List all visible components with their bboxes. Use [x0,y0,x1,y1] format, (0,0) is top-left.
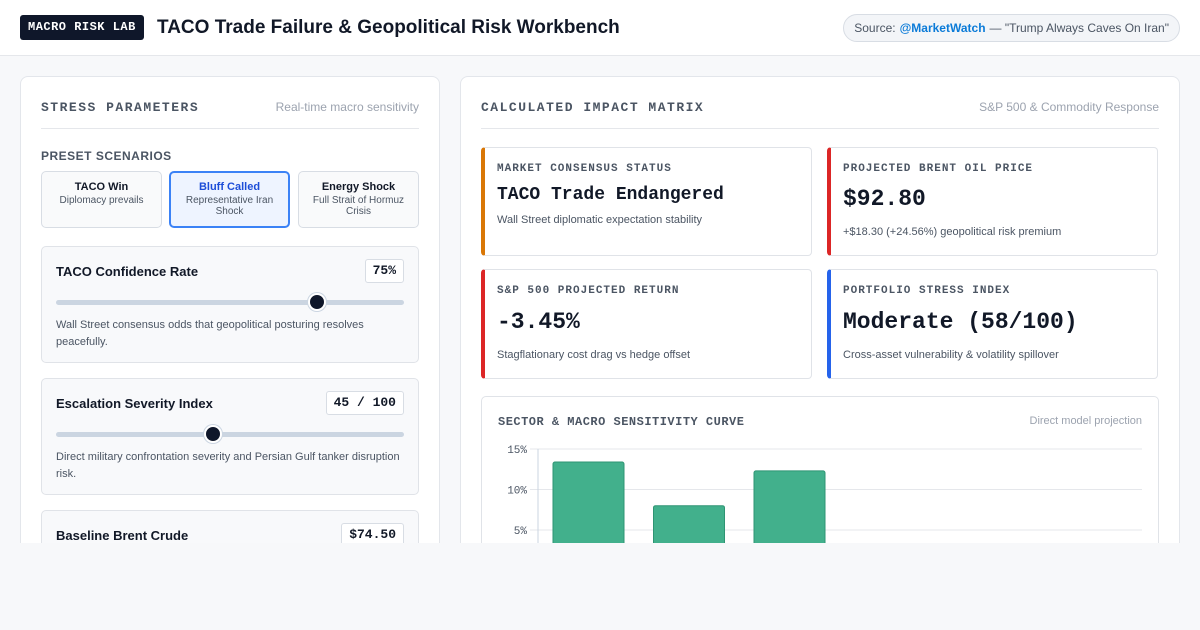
preset-name: Energy Shock [321,181,396,193]
preset-scenario-group: TACO Win Diplomacy prevails Bluff Called… [41,171,419,228]
impact-matrix-panel: CALCULATED IMPACT MATRIX S&P 500 & Commo… [460,76,1180,543]
brent-oil-price-card: PROJECTED BRENT OIL PRICE $92.80 +$18.30… [827,147,1158,256]
content-viewport: STRESS PARAMETERS Real-time macro sensit… [0,56,1200,543]
preset-description: Representative Iran Shock [185,195,274,217]
card-value: $92.80 [843,186,926,212]
card-note: Stagflationary cost drag vs hedge offset [497,349,691,361]
sensitivity-chart: SECTOR & MACRO SENSITIVITY CURVE Direct … [481,396,1159,543]
control-label: TACO Confidence Rate [56,264,199,279]
card-value: TACO Trade Endangered [497,185,724,205]
sensitivity-bar-chart: 15% 10% 5% [507,445,1142,543]
sp500-return-card: S&P 500 PROJECTED RETURN -3.45% Stagflat… [481,269,812,379]
card-label: S&P 500 PROJECTED RETURN [497,285,680,297]
panel-title: STRESS PARAMETERS [41,100,200,115]
y-tick-label: 5% [514,526,528,538]
control-help-text: Direct military confrontation severity a… [56,451,400,480]
card-label: MARKET CONSENSUS STATUS [497,163,672,175]
panel-subtitle: Real-time macro sensitivity [275,100,419,114]
y-tick-label: 15% [507,445,527,457]
source-badge: Source: @MarketWatch — "Trump Always Caves… [843,14,1180,42]
brand-logo: MACRO RISK LAB [20,15,144,40]
slider-thumb[interactable] [308,293,326,311]
preset-description: Full Strait of Hormuz Crisis [312,195,405,217]
control-value: $74.50 [341,523,404,543]
preset-scenarios-label: PRESET SCENARIOS [41,149,172,163]
card-value: Moderate (58/100) [843,309,1078,335]
card-label: PROJECTED BRENT OIL PRICE [843,163,1034,175]
panel-subtitle: S&P 500 & Commodity Response [979,100,1159,114]
card-label: PORTFOLIO STRESS INDEX [843,285,1011,297]
preset-name: Bluff Called [198,181,261,193]
market-consensus-card: MARKET CONSENSUS STATUS TACO Trade Endan… [481,147,812,256]
control-value: 75% [364,259,404,283]
panel-title: CALCULATED IMPACT MATRIX [481,100,705,115]
chart-title: SECTOR & MACRO SENSITIVITY CURVE [498,415,745,429]
chart-bar [753,470,826,543]
source-quote: — "Trump Always Caves On Iran" [989,21,1169,35]
card-note: +$18.30 (+24.56%) geopolitical risk prem… [843,226,1062,238]
control-value: 45 / 100 [325,391,404,415]
panel-header: STRESS PARAMETERS Real-time macro sensit… [41,97,419,129]
stress-parameters-panel: STRESS PARAMETERS Real-time macro sensit… [20,76,440,543]
page-title: TACO Trade Failure & Geopolitical Risk W… [157,17,620,38]
taco-confidence-control: TACO Confidence Rate 75% Wall Street con… [41,246,419,363]
card-note: Wall Street diplomatic expectation stabi… [497,214,703,226]
control-label: Escalation Severity Index [56,396,213,411]
baseline-brent-control: Baseline Brent Crude $74.50 [41,510,419,543]
taco-confidence-slider[interactable] [56,293,404,311]
escalation-severity-control: Escalation Severity Index 45 / 100 Direc… [41,378,419,495]
slider-thumb[interactable] [203,425,222,443]
preset-description: Diplomacy prevails [59,195,144,206]
portfolio-stress-card: PORTFOLIO STRESS INDEX Moderate (58/100)… [827,269,1158,379]
top-bar: MACRO RISK LAB TACO Trade Failure & Geop… [0,0,1200,56]
y-tick-label: 10% [507,486,527,498]
chart-bar [653,505,725,543]
card-value: -3.45% [497,309,580,335]
preset-taco-win-button[interactable]: TACO Win Diplomacy prevails [41,171,162,228]
chart-bar [552,461,625,543]
control-label: Baseline Brent Crude [56,528,189,543]
panel-header: CALCULATED IMPACT MATRIX S&P 500 & Commo… [481,97,1159,129]
source-handle-link[interactable]: @MarketWatch [899,21,986,35]
escalation-severity-slider[interactable] [56,425,404,443]
preset-bluff-called-button[interactable]: Bluff Called Representative Iran Shock [169,171,290,228]
control-help-text: Wall Street consensus odds that geopolit… [56,319,364,348]
preset-name: TACO Win [74,181,129,193]
card-note: Cross-asset vulnerability & volatility s… [843,349,1059,361]
source-label: Source: [854,21,896,35]
chart-subtitle: Direct model projection [1029,415,1143,427]
preset-energy-shock-button[interactable]: Energy Shock Full Strait of Hormuz Crisi… [298,171,419,228]
